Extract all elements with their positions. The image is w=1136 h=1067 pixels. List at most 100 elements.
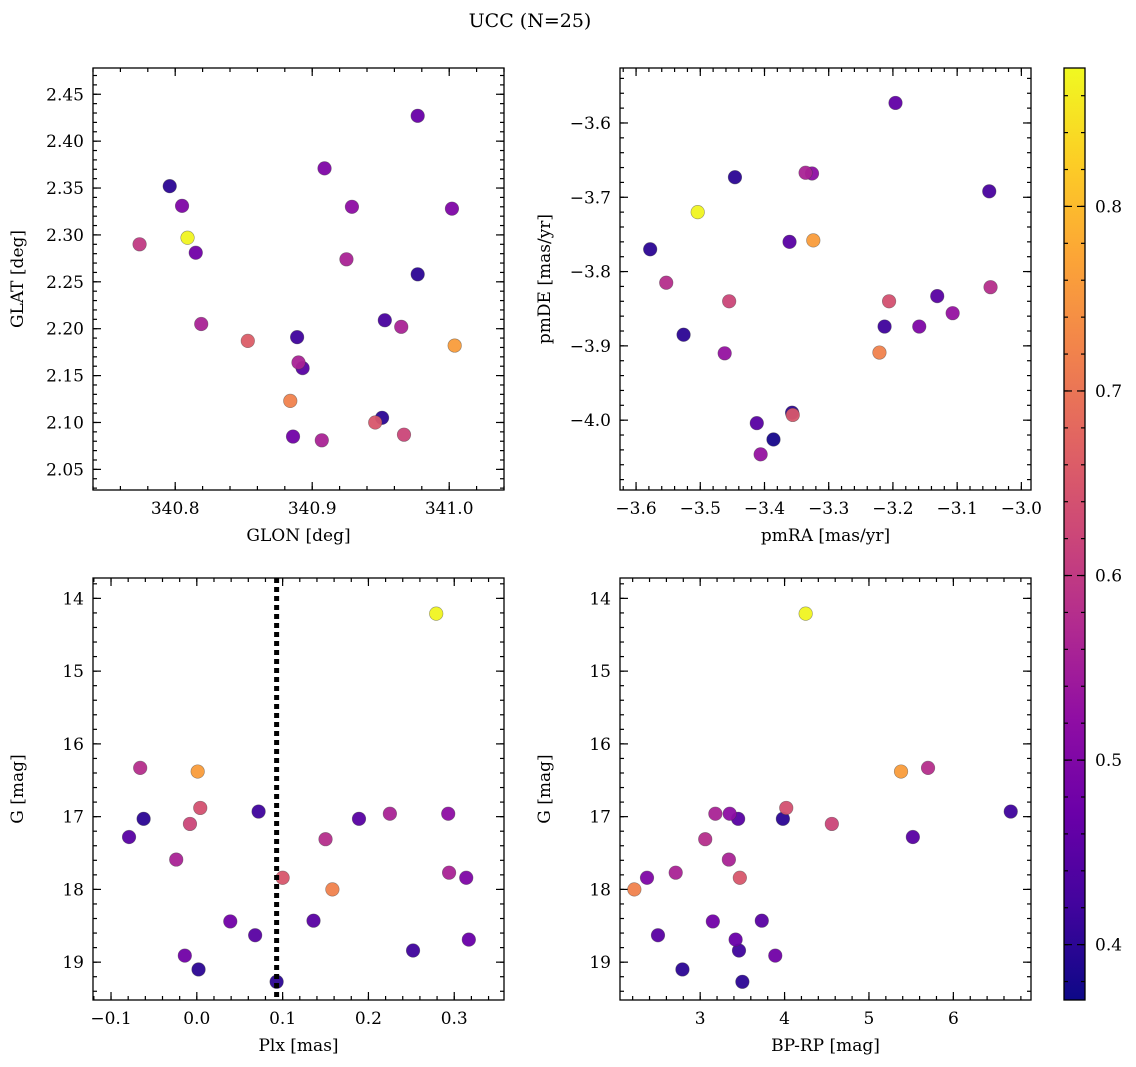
scatter-point	[193, 800, 208, 816]
scatter-point	[798, 165, 813, 180]
scatter-point	[749, 416, 764, 431]
scatter-point	[339, 252, 354, 267]
scatter-point	[905, 829, 920, 845]
scatter-point	[169, 852, 184, 867]
colorbar-tick-label: 0.4	[1095, 936, 1122, 956]
y-tick-label: 2.40	[46, 132, 84, 152]
scatter-point	[668, 865, 683, 880]
scatter-point	[188, 245, 203, 260]
scatter-point	[722, 294, 737, 309]
figure-title: UCC (N=25)	[469, 10, 592, 32]
x-tick-label: 0.3	[441, 1009, 468, 1029]
x-tick-label: 340.9	[288, 499, 337, 519]
x-tick-label: 341.0	[425, 499, 474, 519]
colorbar-tick-label: 0.8	[1095, 197, 1122, 217]
y-tick-label: 15	[62, 662, 84, 682]
x-tick-label: −3.1	[937, 499, 978, 519]
scatter-point	[627, 882, 642, 897]
axes-frame	[619, 67, 1032, 491]
scatter-point	[136, 811, 151, 826]
scatter-point	[698, 832, 713, 847]
scatter-point	[930, 288, 945, 304]
scatter-point	[982, 184, 997, 199]
scatter-point	[779, 800, 794, 816]
y-tick-label: 2.05	[46, 460, 84, 480]
y-tick-label: 17	[589, 808, 611, 828]
colorbar: 0.4 0.5 0.6 0.7 0.8	[1063, 67, 1122, 1001]
scatter-point	[945, 306, 960, 321]
x-tick-label: 3	[695, 1009, 706, 1029]
scatter-point	[351, 811, 367, 826]
scatter-point	[396, 427, 412, 442]
scatter-point	[1003, 804, 1018, 819]
scatter-point	[133, 760, 148, 776]
scatter-point	[429, 606, 444, 621]
scatter-point	[317, 161, 332, 176]
y-tick-label: −3.8	[570, 263, 611, 283]
x-tick-label: −3.3	[808, 499, 849, 519]
y-tick-label: 2.10	[46, 413, 84, 433]
y-tick-label: 2.30	[46, 226, 84, 246]
y-tick-label: −4.0	[570, 411, 611, 431]
scatter-point	[782, 234, 797, 249]
scatter-point	[705, 914, 720, 929]
colorbar-tick-label: 0.7	[1095, 382, 1122, 402]
colorbar-tick-label: 0.5	[1095, 751, 1122, 771]
scatter-point	[394, 319, 409, 334]
scatter-point	[132, 237, 147, 252]
minor-ticks	[93, 578, 504, 1000]
x-tick-label: −3.2	[872, 499, 913, 519]
scatter-point	[377, 313, 392, 328]
scatter-point	[248, 928, 263, 943]
scatter-point	[314, 433, 329, 448]
panel-4: 3 4 5 6 14 15 16 17 18 19 BP-RP [mag] G [mag]	[535, 577, 1032, 1056]
scatter-point	[659, 275, 674, 290]
x-tick-label: −3.0	[1001, 499, 1042, 519]
scatter-point	[441, 806, 456, 821]
scatter-point	[318, 832, 333, 847]
y-tick-label: 14	[589, 589, 611, 609]
scatter-point	[459, 870, 474, 885]
scatter-point	[177, 948, 192, 963]
data-layer	[121, 578, 476, 1000]
scatter-point	[881, 294, 897, 309]
y-tick-label: 19	[62, 953, 84, 973]
scatter-point	[121, 829, 137, 845]
scatter-point	[717, 346, 732, 361]
y-axis-label: pmDE [mas/yr]	[535, 214, 555, 344]
scatter-point	[174, 198, 190, 213]
scatter-point	[162, 179, 177, 194]
scatter-point	[920, 760, 936, 776]
scatter-point	[732, 870, 747, 885]
scatter-point	[877, 319, 892, 334]
x-tick-label: 0.2	[355, 1009, 382, 1029]
y-tick-label: −3.9	[570, 337, 611, 357]
scatter-point	[650, 928, 666, 943]
scatter-point	[643, 242, 658, 257]
x-tick-label: 0.1	[269, 1009, 296, 1029]
scatter-point	[410, 108, 425, 123]
scatter-point	[893, 764, 909, 779]
data-layer	[132, 108, 462, 448]
scatter-point	[283, 393, 298, 409]
y-tick-label: 16	[589, 735, 611, 755]
data-layer	[643, 95, 998, 462]
x-tick-label: 5	[864, 1009, 875, 1029]
scatter-point	[806, 233, 821, 248]
scatter-point	[344, 199, 360, 214]
axes-frame	[92, 67, 505, 491]
axes-frame	[92, 577, 505, 1001]
scatter-point	[290, 330, 305, 345]
scatter-point	[708, 806, 723, 821]
y-tick-label: −3.6	[570, 114, 611, 134]
x-tick-label: 4	[779, 1009, 790, 1029]
scatter-point	[785, 407, 800, 423]
scatter-point	[180, 230, 195, 245]
scatter-point	[410, 267, 425, 282]
y-tick-label: 2.15	[46, 367, 84, 387]
x-tick-label: −3.4	[744, 499, 785, 519]
y-axis-label: G [mag]	[8, 754, 28, 823]
scatter-point	[191, 962, 206, 977]
scatter-point	[912, 319, 927, 334]
